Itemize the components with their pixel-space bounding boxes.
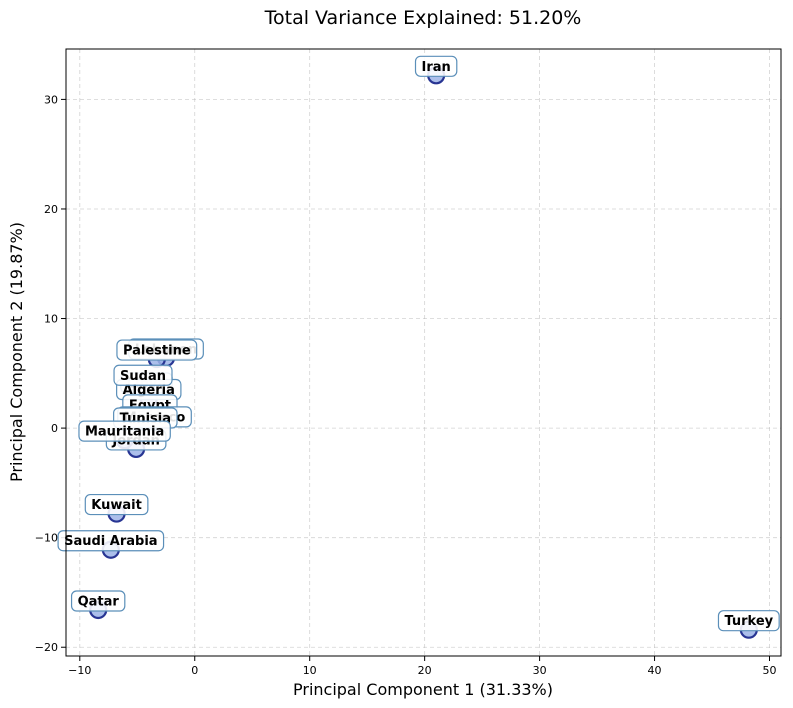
x-tick-label: 0	[191, 664, 198, 677]
point-label: Qatar	[70, 590, 126, 612]
point-label: Turkey	[717, 610, 780, 632]
point-label-text: Turkey	[724, 614, 773, 629]
chart-title: Total Variance Explained: 51.20%	[264, 7, 582, 29]
y-tick-label: 30	[44, 93, 58, 106]
point-label: Palestine	[116, 339, 198, 361]
data-labels: IranTurkeyLebanonPalestineLibyaAlgeriaSu…	[57, 55, 780, 632]
x-tick-label: 20	[418, 664, 432, 677]
point-label-text: Mauritania	[85, 425, 164, 440]
x-tick-label: 30	[533, 664, 547, 677]
y-tick-label: 20	[44, 203, 58, 216]
y-tick-label: −10	[35, 532, 58, 545]
y-tick-label: −20	[35, 641, 58, 654]
x-axis-label: Principal Component 1 (31.33%)	[293, 680, 553, 699]
y-tick-label: 0	[51, 422, 58, 435]
point-label-text: Saudi Arabia	[64, 534, 157, 549]
point-label-box	[78, 420, 171, 442]
x-tick-label: 10	[303, 664, 317, 677]
grid-lines	[66, 49, 781, 656]
x-tick-label: −10	[68, 664, 91, 677]
x-tick-label: 50	[763, 664, 777, 677]
point-label-text: Sudan	[120, 369, 166, 384]
x-tick-label: 40	[648, 664, 662, 677]
point-label-box	[113, 364, 173, 386]
y-tick-label: 10	[44, 313, 58, 326]
point-label-box	[414, 55, 458, 77]
point-label: Mauritania	[78, 420, 171, 442]
plot-frame	[65, 48, 782, 657]
point-label-box	[57, 530, 165, 552]
point-label-text: Kuwait	[91, 498, 142, 513]
point-label: Kuwait	[84, 493, 149, 516]
point-label-box	[116, 339, 198, 361]
point-label-text: Qatar	[78, 594, 120, 609]
point-label-box	[84, 493, 149, 516]
point-label: Saudi Arabia	[57, 530, 165, 552]
point-label-text: Palestine	[123, 344, 191, 359]
point-label: Sudan	[113, 364, 173, 386]
axis-ticks: −10 0 10 20 30 40 50 −20 −10 0 10 20 30	[35, 93, 777, 677]
y-axis-label: Principal Component 2 (19.87%)	[7, 222, 26, 482]
point-label: Iran	[414, 55, 458, 77]
point-label-text: Iran	[422, 60, 451, 75]
point-label-box	[70, 590, 126, 612]
point-label-box	[717, 610, 780, 632]
